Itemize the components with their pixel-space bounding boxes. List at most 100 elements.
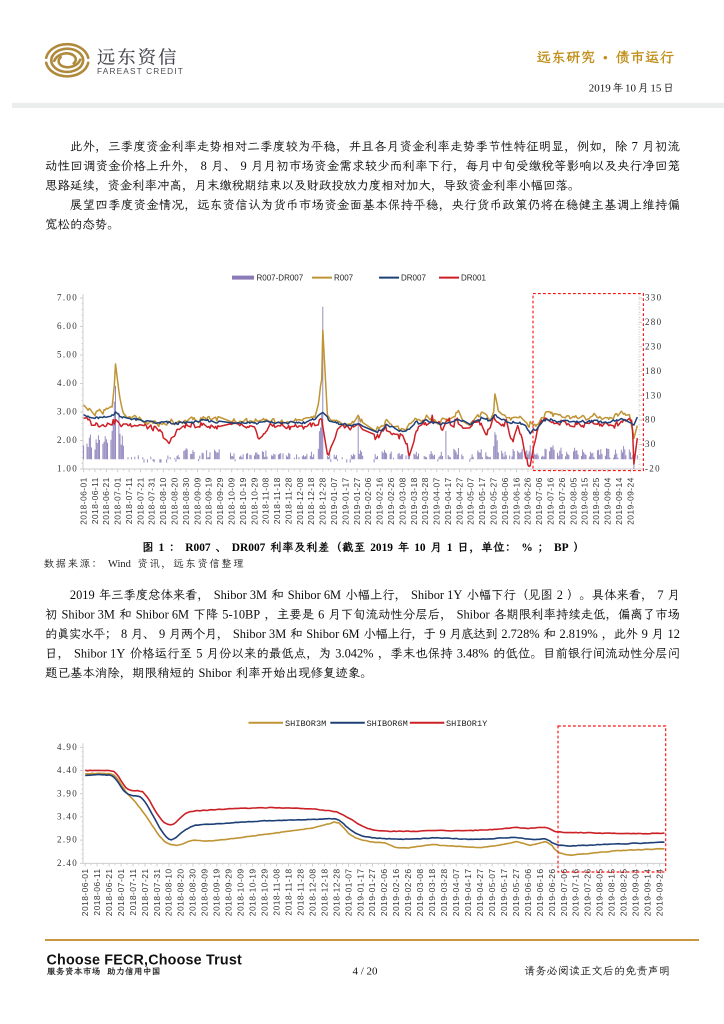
svg-text:2018-10-29: 2018-10-29 <box>249 477 259 525</box>
svg-text:2.728%: 2.728% <box>501 627 539 641</box>
svg-text:Shibor: Shibor <box>199 666 233 680</box>
svg-text:2019-05-17: 2019-05-17 <box>477 477 487 525</box>
svg-text:1.00: 1.00 <box>57 464 78 474</box>
svg-text:2019-06-16: 2019-06-16 <box>511 477 521 525</box>
svg-text:2019-07-06: 2019-07-06 <box>534 477 544 525</box>
svg-text:2019-01-07: 2019-01-07 <box>329 477 339 525</box>
svg-text:Shibor 6M: Shibor 6M <box>306 627 359 641</box>
svg-text:2019: 2019 <box>589 83 612 95</box>
svg-text:230: 230 <box>645 342 662 352</box>
svg-text:SHIBOR6M: SHIBOR6M <box>367 719 408 729</box>
svg-text:DR001: DR001 <box>461 274 486 283</box>
svg-text:2019-06-26: 2019-06-26 <box>547 869 557 917</box>
svg-text:2019-09-04: 2019-09-04 <box>631 869 641 917</box>
svg-text:2018-11-08: 2018-11-08 <box>261 477 271 524</box>
svg-text:2018-10-29: 2018-10-29 <box>260 869 270 917</box>
svg-text:FAREAST CREDIT: FAREAST CREDIT <box>97 66 184 76</box>
svg-text:7: 7 <box>657 588 663 602</box>
svg-text:2018-10-09: 2018-10-09 <box>227 477 237 525</box>
svg-text:2019-09-14: 2019-09-14 <box>614 477 624 525</box>
svg-text:2018-06-11: 2018-06-11 <box>90 477 100 524</box>
svg-text:2019-02-06: 2019-02-06 <box>379 869 389 917</box>
svg-text:2019-09-14: 2019-09-14 <box>643 869 653 917</box>
svg-text:2018-07-21: 2018-07-21 <box>140 869 150 917</box>
svg-text:2018-07-11: 2018-07-11 <box>124 477 134 524</box>
svg-text:2018-07-31: 2018-07-31 <box>147 477 157 525</box>
svg-text:2018-08-10: 2018-08-10 <box>158 477 168 525</box>
svg-text:Shibor 3M: Shibor 3M <box>233 627 286 641</box>
svg-text:2018-10-09: 2018-10-09 <box>236 869 246 917</box>
svg-text:3.90: 3.90 <box>57 788 78 798</box>
svg-text:2018-11-28: 2018-11-28 <box>295 869 305 916</box>
svg-text:2018-08-30: 2018-08-30 <box>188 869 198 917</box>
svg-text:2019-06-26: 2019-06-26 <box>523 477 533 525</box>
svg-text:2018-11-08: 2018-11-08 <box>272 869 282 916</box>
svg-text:2019-08-05: 2019-08-05 <box>595 869 605 917</box>
svg-text:30: 30 <box>645 439 657 449</box>
svg-text:2018-09-29: 2018-09-29 <box>224 869 234 917</box>
svg-text:2019: 2019 <box>70 588 95 602</box>
svg-text:4.90: 4.90 <box>57 742 78 752</box>
svg-text:2018-08-20: 2018-08-20 <box>170 477 180 525</box>
svg-text:1: 1 <box>159 542 165 554</box>
svg-text:9: 9 <box>642 627 648 641</box>
svg-text:2018-06-11: 2018-06-11 <box>92 869 102 916</box>
svg-text:2018-12-08: 2018-12-08 <box>295 477 305 525</box>
svg-text:4.00: 4.00 <box>57 378 78 388</box>
svg-text:2018-09-29: 2018-09-29 <box>215 477 225 525</box>
svg-text:DR007: DR007 <box>232 542 266 554</box>
svg-text:2019-01-27: 2019-01-27 <box>352 477 362 525</box>
svg-text:2019-03-28: 2019-03-28 <box>420 477 430 525</box>
svg-text:2019-09-24: 2019-09-24 <box>655 869 665 917</box>
svg-text:2019-04-07: 2019-04-07 <box>432 477 442 525</box>
svg-text:2019-04-27: 2019-04-27 <box>454 477 464 525</box>
svg-text:2019-03-18: 2019-03-18 <box>427 869 437 917</box>
svg-text:2018-09-19: 2018-09-19 <box>204 477 214 525</box>
svg-text:9: 9 <box>159 627 165 641</box>
svg-text:2019-01-07: 2019-01-07 <box>343 869 353 917</box>
svg-text:7: 7 <box>632 140 638 154</box>
svg-text:12: 12 <box>668 627 680 641</box>
svg-text:4.40: 4.40 <box>57 765 78 775</box>
svg-text:2018-08-10: 2018-08-10 <box>164 869 174 917</box>
svg-text:2019-07-26: 2019-07-26 <box>557 477 567 525</box>
svg-text:330: 330 <box>645 293 662 303</box>
svg-text:R007: R007 <box>334 274 354 283</box>
svg-text:3.00: 3.00 <box>57 407 78 417</box>
svg-text:2019-01-27: 2019-01-27 <box>367 869 377 917</box>
svg-text:2018-07-31: 2018-07-31 <box>152 869 162 917</box>
svg-text:2018-12-08: 2018-12-08 <box>307 869 317 917</box>
svg-text:2019-01-17: 2019-01-17 <box>340 477 350 525</box>
svg-text:2018-08-20: 2018-08-20 <box>176 869 186 917</box>
svg-text:2018-12-28: 2018-12-28 <box>318 477 328 525</box>
svg-text:2018-06-01: 2018-06-01 <box>80 869 90 917</box>
svg-text:BP: BP <box>554 542 569 554</box>
svg-text:Shibor 3M: Shibor 3M <box>62 608 115 622</box>
svg-text:180: 180 <box>645 366 662 376</box>
svg-text:5-10BP: 5-10BP <box>222 608 260 622</box>
svg-text:2019-07-06: 2019-07-06 <box>559 869 569 917</box>
svg-text:Shibor 3M: Shibor 3M <box>214 588 267 602</box>
svg-text:2019-06-06: 2019-06-06 <box>500 477 510 525</box>
svg-text:2.90: 2.90 <box>57 835 78 845</box>
svg-text:3.40: 3.40 <box>57 812 78 822</box>
svg-text:2019-08-15: 2019-08-15 <box>607 869 617 917</box>
svg-text:2019-02-16: 2019-02-16 <box>375 477 385 525</box>
svg-text:7.00: 7.00 <box>57 293 78 303</box>
svg-text:2018-07-01: 2018-07-01 <box>116 869 126 917</box>
svg-text:2018-07-21: 2018-07-21 <box>135 477 145 525</box>
svg-text:2018-07-11: 2018-07-11 <box>128 869 138 916</box>
svg-text:SHIBOR3M: SHIBOR3M <box>285 719 326 729</box>
svg-text:2019-06-06: 2019-06-06 <box>523 869 533 917</box>
svg-text:2.40: 2.40 <box>57 858 78 868</box>
svg-text:SHIBOR1Y: SHIBOR1Y <box>446 719 487 729</box>
svg-text:2018-07-01: 2018-07-01 <box>113 477 123 525</box>
svg-text:2019-04-07: 2019-04-07 <box>451 869 461 917</box>
svg-text:2019-04-17: 2019-04-17 <box>463 869 473 917</box>
svg-text:2019-08-25: 2019-08-25 <box>591 477 601 525</box>
svg-text:2019-03-18: 2019-03-18 <box>409 477 419 525</box>
svg-text:2019: 2019 <box>370 542 393 554</box>
svg-text:2018-11-28: 2018-11-28 <box>284 477 294 524</box>
svg-text:5: 5 <box>196 647 202 661</box>
svg-text:3.48%: 3.48% <box>457 647 489 661</box>
